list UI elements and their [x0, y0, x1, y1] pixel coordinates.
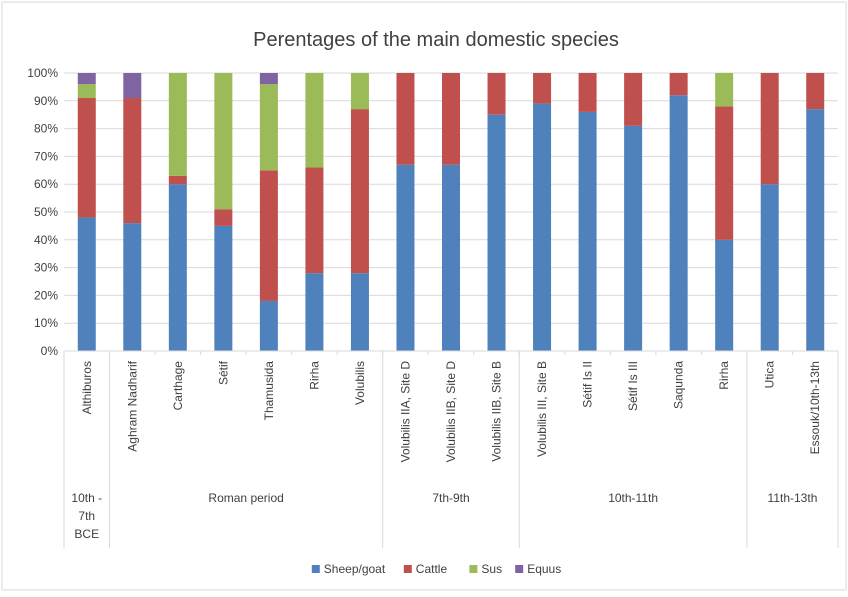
category-label: Rirha	[717, 361, 731, 390]
legend-swatch	[515, 565, 524, 573]
bar-segment-sheep-goat	[442, 164, 460, 351]
bar-segment-sheep-goat	[214, 225, 233, 351]
category-label: Utica	[763, 361, 777, 389]
bar-segment-sheep-goat	[760, 184, 779, 351]
legend-label: Sheep/goat	[324, 562, 386, 576]
legend-label: Cattle	[416, 562, 448, 576]
bar-segment-cattle	[760, 73, 779, 185]
bar-segment-cattle	[487, 73, 506, 115]
y-tick-label: 70%	[34, 149, 58, 163]
bar-segment-sheep-goat	[806, 109, 825, 351]
category-label: Volubilis	[353, 361, 367, 405]
bar-segment-cattle	[624, 73, 643, 126]
category-label: Althiburos	[80, 361, 94, 414]
bar-segment-equus	[123, 73, 142, 99]
axes: 0% 10% 20% 30% 40% 50% 60% 70% 80% 90% 100% Althibu…	[27, 66, 839, 548]
bar-segment-cattle	[259, 170, 278, 301]
period-label: 11th-13th	[768, 491, 818, 505]
y-tick-label: 40%	[34, 233, 58, 247]
category-label: Volubilis IIB, Site D	[444, 361, 458, 463]
y-tick-label: 30%	[34, 261, 58, 275]
category-label: Volubilis IIA, Site D	[398, 361, 412, 463]
bar-segment-cattle	[533, 73, 552, 104]
bar-segment-sheep-goat	[350, 273, 369, 351]
bar-segment-sus	[259, 84, 278, 171]
category-label: Sétif	[216, 360, 230, 385]
bar-segment-sheep-goat	[624, 125, 643, 351]
bar-segment-cattle	[305, 167, 324, 274]
period-label: 7th-9th	[432, 491, 469, 505]
period-label: 10th -	[71, 491, 102, 505]
y-tick-label: 50%	[34, 205, 58, 219]
y-tick-label: 100%	[27, 66, 58, 80]
legend-label: Equus	[527, 562, 561, 576]
bar-segment-cattle	[669, 73, 688, 96]
y-tick-label: 10%	[34, 316, 58, 330]
bar-segment-sheep-goat	[305, 273, 324, 351]
y-tick-label: 60%	[34, 177, 58, 191]
bar-segment-cattle	[715, 106, 734, 240]
category-label: Volubilis III, Site B	[535, 361, 549, 457]
bar-segment-cattle	[578, 73, 597, 112]
bar-segment-sus	[168, 73, 187, 176]
bar-segment-sheep-goat	[533, 103, 552, 351]
bar-segment-sus	[305, 73, 324, 168]
bar-segment-cattle	[168, 175, 187, 185]
bar-segment-cattle	[214, 209, 233, 226]
period-label: BCE	[74, 527, 99, 541]
chart-title: Perentages of the main domestic species	[253, 29, 619, 51]
bar-segment-sheep-goat	[669, 95, 688, 352]
bar-segment-sus	[715, 73, 734, 107]
bar-segment-sus	[214, 73, 233, 210]
y-tick-label: 0%	[41, 344, 59, 358]
legend-label: Sus	[481, 562, 502, 576]
category-label: Rirha	[307, 361, 321, 390]
bar-segment-sus	[77, 84, 96, 99]
category-label: Thamusida	[262, 361, 276, 421]
bar-segment-sus	[350, 73, 369, 110]
period-label: 7th	[78, 509, 95, 523]
legend: Sheep/goat Cattle Sus Equus	[311, 562, 561, 576]
y-tick-label: 20%	[34, 288, 58, 302]
category-label: Carthage	[171, 361, 185, 411]
bar-segment-sheep-goat	[578, 111, 597, 351]
bar-segment-sheep-goat	[259, 300, 278, 351]
bar-segment-equus	[77, 73, 96, 85]
bar-segment-cattle	[77, 98, 96, 218]
bar-segment-equus	[259, 73, 278, 85]
category-label: Sétif Is II	[581, 361, 595, 408]
period-label: 10th-11th	[608, 491, 658, 505]
bar-segment-sheep-goat	[77, 217, 96, 351]
bar-segment-cattle	[396, 73, 415, 165]
category-label: Saqunda	[672, 361, 686, 409]
bar-segment-cattle	[806, 73, 825, 110]
bar-segment-cattle	[442, 73, 460, 165]
category-label: Volubilis IIB, Site B	[490, 361, 504, 462]
bar-segment-sheep-goat	[123, 223, 142, 351]
legend-swatch	[311, 565, 320, 573]
bar-segment-cattle	[123, 98, 142, 224]
category-label: Aghram Nadharif	[125, 360, 139, 451]
category-label: Sétif Is III	[626, 361, 640, 411]
bar-segment-sheep-goat	[715, 239, 734, 351]
legend-swatch	[469, 565, 478, 573]
bars	[77, 73, 825, 352]
y-tick-label: 80%	[34, 122, 58, 136]
legend-swatch	[403, 565, 412, 573]
bar-segment-sheep-goat	[396, 164, 415, 351]
bar-segment-sheep-goat	[487, 114, 506, 351]
period-label: Roman period	[208, 491, 283, 505]
bar-segment-sheep-goat	[168, 184, 187, 351]
y-tick-label: 90%	[34, 94, 58, 108]
category-label: Essouk/10th-13th	[808, 361, 822, 454]
bar-segment-cattle	[350, 109, 369, 274]
